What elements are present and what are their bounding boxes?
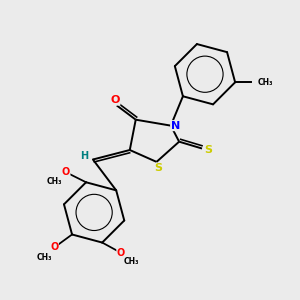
Text: O: O bbox=[110, 95, 120, 105]
Text: N: N bbox=[171, 121, 180, 130]
Text: S: S bbox=[205, 145, 213, 155]
Text: CH₃: CH₃ bbox=[123, 257, 139, 266]
Text: CH₃: CH₃ bbox=[46, 177, 62, 186]
Text: CH₃: CH₃ bbox=[36, 253, 52, 262]
Text: O: O bbox=[50, 242, 58, 252]
Text: O: O bbox=[117, 248, 125, 258]
Text: CH₃: CH₃ bbox=[258, 78, 274, 87]
Text: O: O bbox=[62, 167, 70, 177]
Text: S: S bbox=[154, 164, 162, 173]
Text: H: H bbox=[80, 151, 89, 161]
